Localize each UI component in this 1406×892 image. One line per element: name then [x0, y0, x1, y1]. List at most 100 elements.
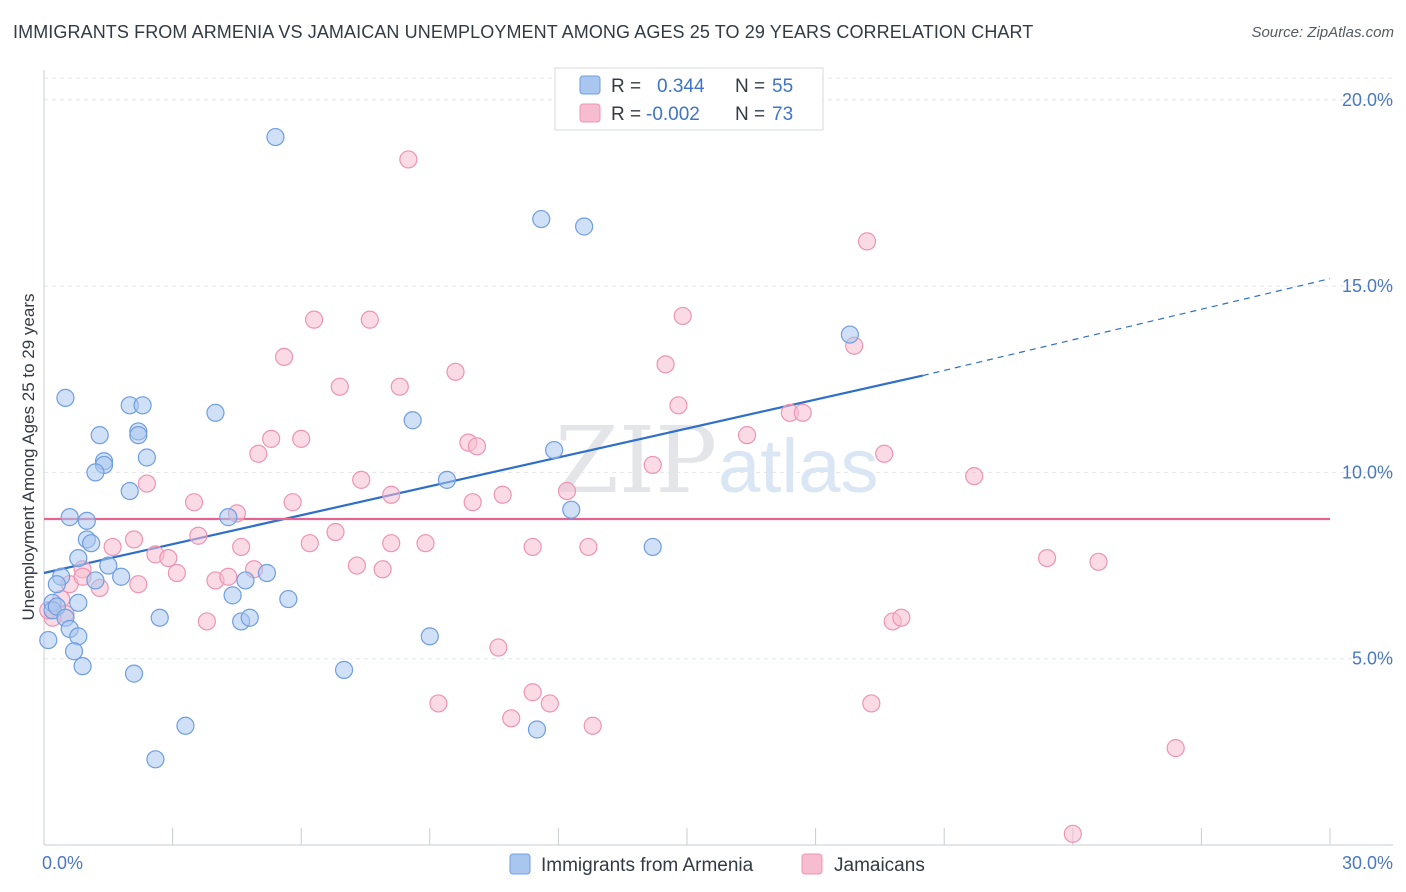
armenia-point — [420, 627, 439, 646]
jamaicans-point — [489, 638, 508, 657]
jamaicans-point — [347, 556, 367, 575]
armenia-point — [77, 511, 96, 530]
jamaicans-point — [793, 403, 812, 422]
jamaicans-point — [103, 537, 122, 557]
stats-n-value-1: 55 — [772, 76, 793, 97]
y-tick-label: 20.0% — [1342, 90, 1393, 110]
y-tick-label: 5.0% — [1352, 649, 1393, 669]
armenia-point — [69, 549, 88, 568]
armenia-point — [124, 664, 144, 683]
armenia-point — [236, 571, 255, 590]
jamaicans-point — [390, 377, 409, 396]
armenia-point — [99, 556, 118, 575]
stats-r-value-1: 0.344 — [657, 76, 705, 97]
y-axis-tick-labels: 5.0% 10.0% 15.0% 20.0% — [1342, 90, 1393, 669]
jamaicans-point — [965, 467, 984, 486]
y-tick-label: 10.0% — [1342, 462, 1393, 482]
stats-r-label-2: R = — [611, 104, 641, 125]
axes — [43, 70, 1393, 846]
armenia-point — [39, 630, 58, 650]
jamaicans-point — [262, 429, 281, 448]
armenia-point — [266, 127, 285, 147]
armenia-point — [129, 426, 148, 445]
jamaicans-point — [137, 474, 156, 493]
armenia-point — [279, 589, 298, 609]
jamaicans-point — [669, 396, 688, 415]
jamaicans-point — [656, 355, 675, 374]
jamaicans-point — [467, 437, 487, 456]
armenia-point — [532, 209, 551, 229]
jamaicans-point — [502, 709, 521, 728]
stats-r-label-1: R = — [611, 76, 641, 97]
armenia-point — [86, 463, 105, 482]
y-axis-label: Unemployment Among Ages 25 to 29 years — [19, 294, 38, 621]
jamaicans-point — [232, 537, 251, 557]
armenia-point — [575, 217, 594, 236]
jamaicans-point — [373, 560, 392, 579]
jamaicans-point — [862, 694, 881, 713]
armenia-point — [437, 470, 457, 489]
armenia-point — [223, 586, 242, 605]
jamaicans-point — [1063, 824, 1082, 843]
armenia-point — [176, 716, 195, 735]
stats-legend-swatch-armenia — [579, 75, 601, 95]
armenia-point — [120, 481, 139, 501]
armenia-point — [56, 388, 75, 407]
jamaicans-point — [643, 455, 662, 475]
jamaicans-point — [124, 530, 144, 549]
jamaicans-point — [197, 612, 216, 631]
jamaicans-point — [292, 429, 311, 448]
armenia-point — [257, 563, 277, 583]
stats-legend-swatch-jamaica — [579, 103, 601, 123]
armenia-point — [69, 593, 88, 612]
armenia-point — [64, 642, 84, 661]
jamaicans-point — [579, 537, 598, 557]
jamaicans-point — [399, 150, 418, 169]
jamaicans-point — [857, 232, 877, 251]
jamaicans-point — [523, 683, 542, 702]
jamaicans-point — [129, 575, 148, 594]
jamaicans-point — [557, 481, 577, 501]
jamaicans-point — [875, 444, 894, 463]
watermark-zip: ZIP — [555, 407, 717, 514]
x-tick-label-end: 30.0% — [1342, 853, 1393, 873]
legend-swatch-armenia[interactable] — [509, 853, 531, 875]
jamaicans-point — [737, 426, 757, 445]
jamaicans-point — [382, 534, 401, 553]
jamaicans-point — [249, 444, 268, 463]
armenia-point — [240, 608, 259, 627]
armenia-point — [150, 608, 169, 627]
jamaicans-point — [219, 567, 238, 586]
jamaicans-point — [382, 485, 401, 504]
armenia-point — [146, 750, 165, 769]
armenia-point — [82, 534, 101, 553]
armenia-point — [137, 448, 156, 467]
jamaicans-point — [429, 694, 448, 713]
armenia-point — [86, 571, 105, 590]
armenia-points — [39, 127, 859, 769]
legend-label-armenia[interactable]: Immigrants from Armenia — [541, 855, 754, 876]
jamaicans-point — [523, 537, 542, 557]
watermark: ZIP atlas — [555, 407, 879, 514]
jamaicans-point — [159, 549, 178, 568]
jamaicans-point — [1166, 739, 1185, 758]
legend-label-jamaica[interactable]: Jamaicans — [834, 855, 925, 876]
armenia-point — [69, 627, 88, 646]
armenia-point — [643, 537, 662, 557]
jamaicans-point — [892, 608, 911, 627]
y-tick-label: 15.0% — [1342, 276, 1393, 296]
jamaicans-point — [583, 716, 602, 735]
stats-n-label-1: N = — [735, 76, 765, 97]
jamaicans-point — [673, 306, 692, 326]
jamaicans-point — [463, 493, 482, 512]
x-axis-ticks — [43, 828, 1331, 845]
jamaicans-point — [352, 470, 371, 489]
jamaicans-point — [360, 310, 379, 329]
armenia-point — [219, 508, 238, 527]
legend-swatch-jamaica[interactable] — [801, 853, 823, 875]
jamaicans-point — [540, 694, 559, 713]
armenia-point — [527, 720, 547, 739]
jamaicans-point — [184, 493, 204, 512]
jamaicans-point — [1089, 552, 1108, 571]
armenia-point — [90, 426, 109, 445]
